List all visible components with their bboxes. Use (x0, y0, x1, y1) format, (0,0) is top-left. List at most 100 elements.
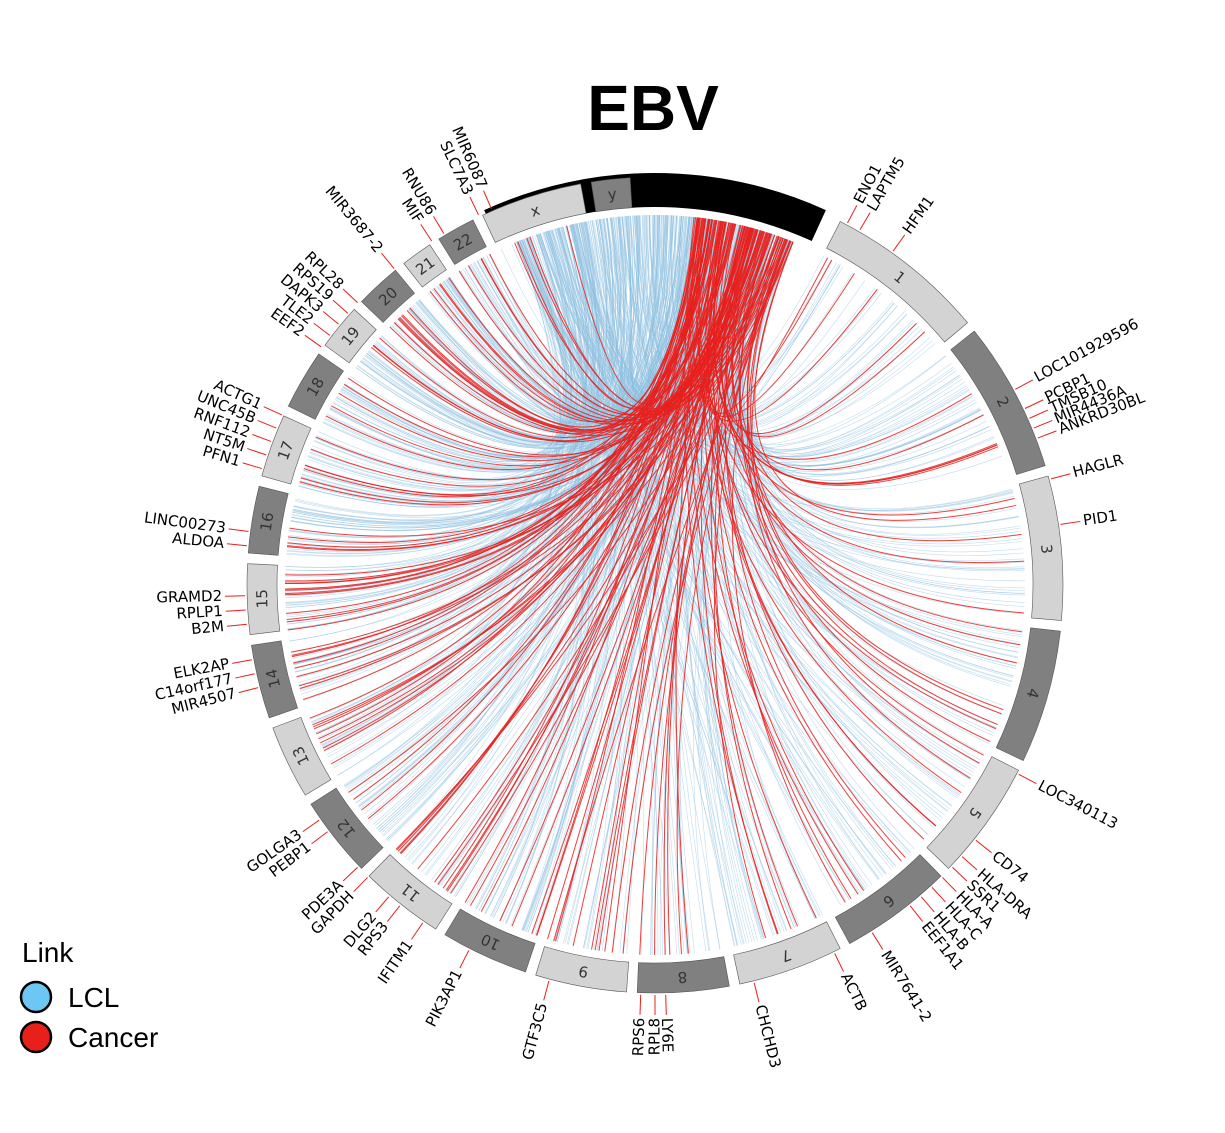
cancer-link (688, 217, 817, 919)
lcl-link (584, 221, 866, 890)
lcl-link (326, 217, 700, 469)
lcl-link (298, 214, 656, 507)
chromosome-label-4: 4 (1023, 686, 1043, 700)
lcl-link (564, 216, 634, 944)
gene-label: MIR3687-2 (322, 182, 387, 256)
lcl-link (636, 215, 1025, 596)
chromosome-segment-8 (636, 956, 730, 994)
cancer-link (526, 237, 788, 413)
gene-leader (975, 839, 992, 854)
chromosome-segment-19 (324, 308, 377, 364)
lcl-link (622, 216, 952, 807)
gene-leader (342, 288, 358, 304)
gene-leader (1029, 409, 1049, 419)
chromosome-label-y: y (607, 185, 618, 204)
lcl-link (545, 231, 926, 438)
gene-leader (753, 982, 760, 1003)
lcl-link (680, 231, 765, 954)
lcl-link (621, 216, 943, 819)
chromosome-segment-13 (272, 716, 332, 796)
gene-label: ACTB (837, 970, 871, 1014)
cancer-link (285, 227, 752, 585)
lcl-link (630, 215, 1019, 528)
gene-label: HAGLR (1071, 450, 1126, 481)
chromosome-segment-11 (368, 854, 453, 930)
chromosome-label-14: 14 (262, 667, 284, 690)
lcl-link (366, 231, 577, 818)
gene-leader (235, 673, 255, 679)
chromosome-segment-1 (826, 221, 968, 343)
cancer-link (464, 218, 707, 903)
cancer-link (304, 217, 701, 496)
gene-leader (859, 212, 871, 231)
cancer-link (287, 231, 766, 550)
gene-label: GRAMD2 (156, 587, 222, 607)
cancer-link (325, 220, 718, 470)
gene-label: HFM1 (899, 192, 938, 237)
gene-leader (238, 687, 259, 694)
chromosome-segment-10 (444, 908, 536, 973)
gene-label: LOC340113 (1035, 777, 1121, 833)
cancer-link (536, 227, 750, 936)
cancer-link (417, 236, 780, 870)
gene-label: MIR7641-2 (877, 947, 935, 1025)
gene-leader (228, 528, 249, 532)
cancer-link (467, 233, 772, 419)
gene-label: B2M (190, 617, 224, 638)
cancer-link (312, 238, 786, 726)
gene-leader (871, 932, 884, 950)
lcl-link (336, 227, 582, 463)
gene-leader (483, 190, 492, 210)
chromosome-segment-15 (246, 563, 281, 636)
lcl-link (382, 215, 635, 836)
gene-leader (639, 994, 642, 1015)
lcl-link (521, 239, 1025, 561)
cancer-link (710, 221, 984, 756)
gene-leader (1015, 379, 1034, 390)
legend-label-lcl: LCL (68, 982, 119, 1013)
cancer-link (438, 228, 755, 423)
lcl-link (311, 219, 608, 724)
gene-leader (892, 234, 906, 252)
legend-title: Link (22, 937, 74, 968)
cancer-link (746, 236, 1002, 715)
cancer-link (746, 236, 1017, 664)
gene-leader (847, 205, 858, 224)
gene-leader (342, 866, 358, 882)
lcl-link (527, 219, 615, 933)
chromosome-segment-14 (251, 640, 298, 719)
cancer-link (285, 217, 703, 591)
chromosome-label-9: 9 (577, 962, 590, 981)
cancer-link (402, 221, 723, 431)
gene-leader (304, 334, 322, 348)
lcl-link (376, 224, 592, 440)
lcl-link (531, 230, 598, 934)
gene-leader (1018, 773, 1037, 784)
lcl-link (476, 237, 581, 910)
gene-label: ALDOA (171, 529, 225, 552)
gene-leader (420, 224, 433, 242)
lcl-link (412, 219, 610, 865)
cancer-link (529, 229, 759, 410)
chromosome-label-15: 15 (253, 589, 272, 609)
gene-label: PID1 (1082, 506, 1119, 529)
gene-label: CHCHD3 (752, 1003, 785, 1070)
cancer-link (323, 218, 710, 752)
lcl-link (649, 215, 961, 452)
cancer-link (695, 217, 972, 460)
lcl-link (417, 237, 573, 429)
cancer-link (434, 226, 746, 883)
gene-leader (1060, 520, 1081, 525)
lcl-link (299, 215, 637, 690)
chromosome-segment-2 (950, 330, 1046, 475)
chromosome-segment-21 (403, 244, 447, 288)
lcl-link (330, 228, 579, 467)
cancer-link (713, 222, 937, 827)
gene-leader (252, 433, 272, 442)
lcl-link (491, 222, 605, 918)
gene-leader (232, 659, 252, 664)
chromosome-segment-22 (438, 219, 487, 265)
lcl-link (752, 239, 1025, 568)
